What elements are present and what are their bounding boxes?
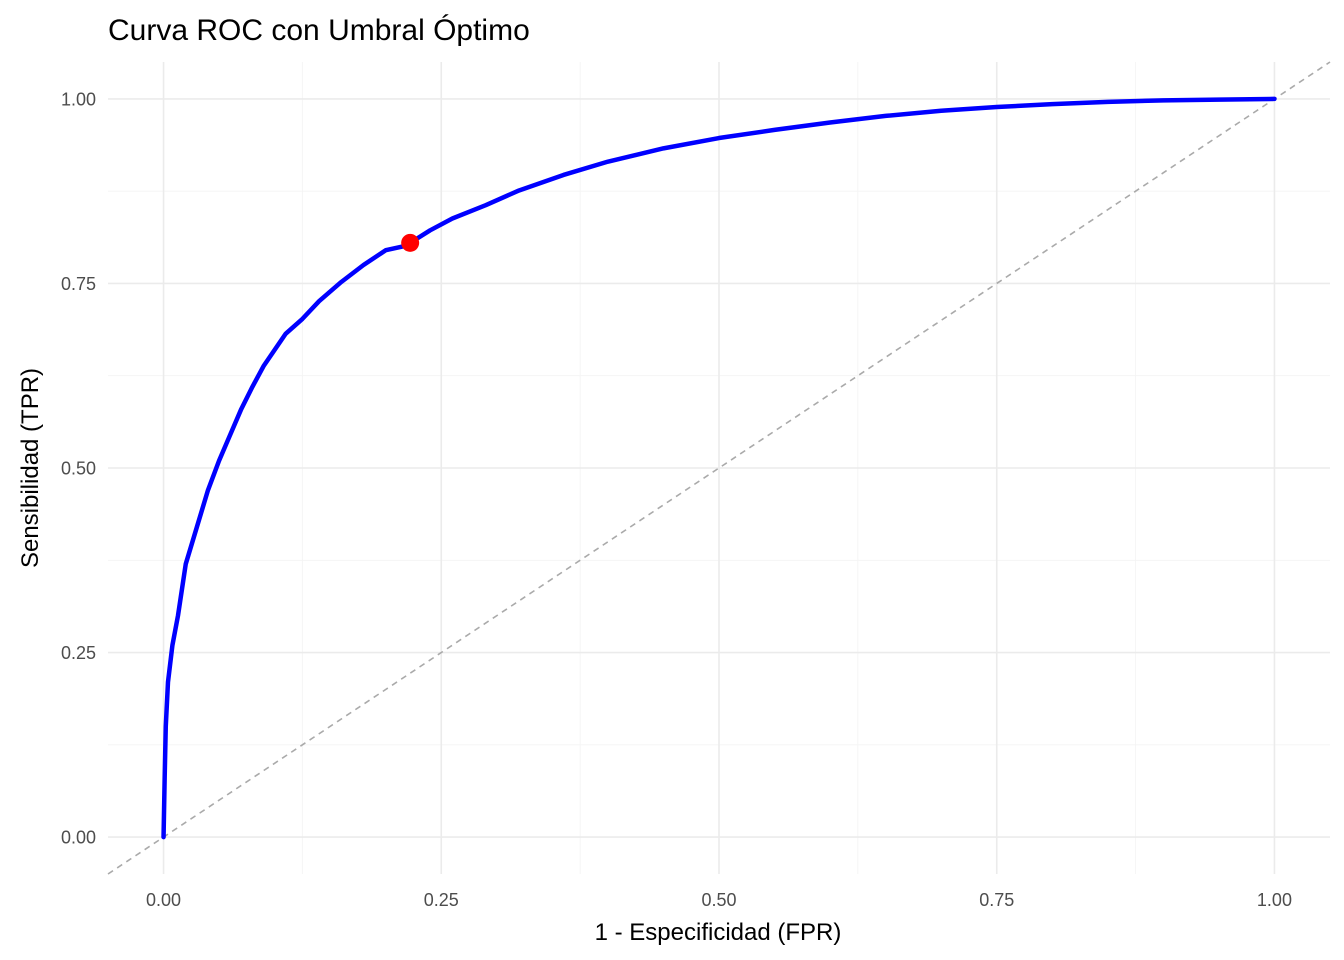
roc-curve-line (161, 96, 1277, 840)
x-axis-ticks: 0.00 0.25 0.50 0.75 1.00 (146, 890, 1292, 910)
major-gridlines (108, 62, 1330, 874)
y-tick-label: 1.00 (61, 89, 96, 109)
y-tick-label: 0.25 (61, 643, 96, 663)
x-tick-label: 1.00 (1257, 890, 1292, 910)
chart-title: Curva ROC con Umbral Óptimo (108, 14, 530, 47)
x-axis-title: 1 - Especificidad (FPR) (595, 919, 842, 946)
x-tick-label: 0.75 (979, 890, 1014, 910)
y-tick-label: 0.50 (61, 459, 96, 479)
diagonal-reference-line (107, 61, 1331, 875)
y-tick-label: 0.00 (61, 828, 96, 848)
x-tick-label: 0.00 (146, 890, 181, 910)
x-tick-label: 0.50 (701, 890, 736, 910)
y-axis-ticks: 0.00 0.25 0.50 0.75 1.00 (61, 89, 96, 847)
y-tick-label: 0.75 (61, 274, 96, 294)
y-axis-title: Sensibilidad (TPR) (17, 368, 44, 568)
optimal-threshold-point (401, 233, 420, 252)
x-tick-label: 0.25 (424, 890, 459, 910)
